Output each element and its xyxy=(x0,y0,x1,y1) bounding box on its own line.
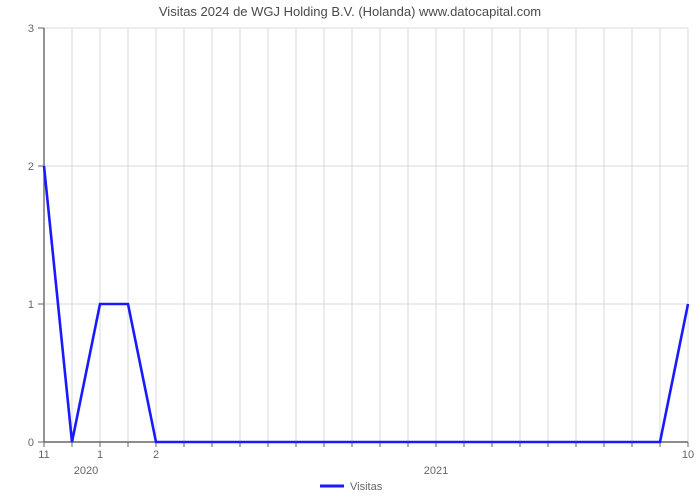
x-tick-label: 2 xyxy=(153,449,159,461)
y-tick-label: 1 xyxy=(28,299,34,311)
chart-title: Visitas 2024 de WGJ Holding B.V. (Holand… xyxy=(159,4,541,19)
x-group-label: 2020 xyxy=(74,465,98,477)
y-tick-label: 0 xyxy=(28,437,34,449)
line-chart: Visitas 2024 de WGJ Holding B.V. (Holand… xyxy=(0,0,700,500)
chart-background xyxy=(0,0,700,500)
x-tick-label: 1 xyxy=(97,449,103,461)
y-tick-label: 2 xyxy=(28,161,34,173)
x-tick-label: 11 xyxy=(38,449,49,461)
legend-label: Visitas xyxy=(350,481,383,493)
x-group-label: 2021 xyxy=(424,465,448,477)
x-tick-label: 10 xyxy=(682,449,694,461)
y-tick-label: 3 xyxy=(28,23,34,35)
chart-container: Visitas 2024 de WGJ Holding B.V. (Holand… xyxy=(0,0,700,500)
